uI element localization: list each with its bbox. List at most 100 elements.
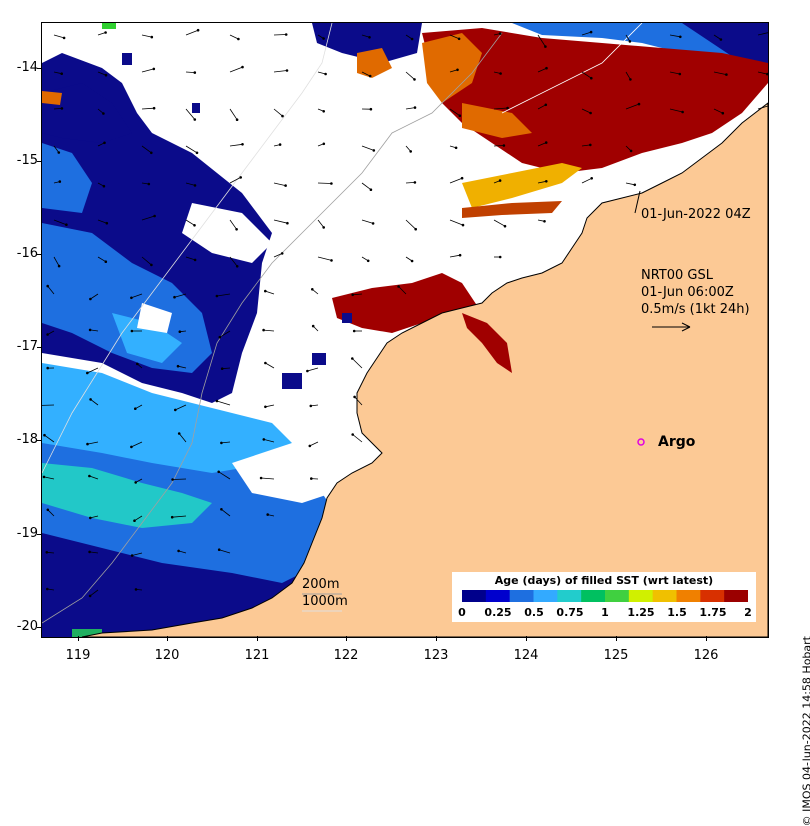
y-tick-label: -18 [4,432,38,447]
current-vector-head [720,39,722,41]
colorbar-cell [557,590,581,602]
current-vector-head [310,405,312,407]
current-vector-head [414,107,416,109]
current-vector-head [263,439,265,441]
current-vector-head [369,36,371,38]
current-vector-head [221,508,223,510]
current-vector-head [105,261,107,263]
current-vector-head [150,152,152,154]
colorbar-label: 0.75 [550,606,590,619]
x-tick-label: 123 [416,648,456,663]
current-vector-head [589,144,591,146]
current-vector-head [236,265,238,267]
current-vector-head [59,181,61,183]
current-vector-head [194,185,196,187]
current-vector-head [370,189,372,191]
current-vector-head [103,185,105,187]
current-vector-head [103,113,105,115]
map-plot[interactable] [41,22,769,638]
current-vector-head [545,142,547,144]
current-vector-head [629,41,631,43]
current-vector-head [197,29,199,31]
current-vector [494,146,504,147]
current-vector-head [177,365,179,367]
current-vector-head [219,336,221,338]
current-vector-head [310,478,312,480]
current-vector-head [90,298,92,300]
current-vector-head [66,224,68,226]
colorbar-cell [605,590,629,602]
current-vector-head [279,144,281,146]
current-vector-head [238,38,240,40]
current-vector-head [638,103,640,105]
current-vector-head [591,177,593,179]
current-vector-head [260,477,262,479]
current-vector-head [194,224,196,226]
current-vector-head [458,38,460,40]
current-vector-head [151,36,153,38]
current-vector-head [679,36,681,38]
current-vector-head [367,260,369,262]
current-vector-head [459,254,461,256]
current-vector-head [461,177,463,179]
isobath-200-label: 200m [302,577,339,593]
current-vector-head [46,588,48,590]
x-tickmark [257,636,258,641]
current-vector-head [89,595,91,597]
current-vector-head [194,72,196,74]
x-tick-label: 121 [237,648,277,663]
current-vector-head [216,295,218,297]
current-vector-head [351,358,353,360]
current-vector-head [265,406,267,408]
current-vector-head [411,260,413,262]
current-vector-head [545,180,547,182]
argo-label: Argo [658,434,695,450]
current-scale-label: 0.5m/s (1kt 24h) [641,302,750,318]
current-vector-head [104,142,106,144]
current-vector-head [174,296,176,298]
current-vector-head [265,362,267,364]
current-vector-head [264,290,266,292]
current-vector-head [131,446,133,448]
current-vector-head [499,33,501,35]
current-vector-head [369,75,371,77]
colorbar-cell [486,590,510,602]
current-vector-head [323,143,325,145]
colorbar-cell [677,590,701,602]
current-vector-head [89,517,91,519]
colorbar-title: Age (days) of filled SST (wrt latest) [452,574,756,587]
current-vector-head [307,370,309,372]
current-vector-head [135,589,137,591]
current-vector-head [89,475,91,477]
x-tick-label: 122 [326,648,366,663]
colorbar-legend: Age (days) of filled SST (wrt latest) 0 … [452,572,756,622]
current-vector-head [544,220,546,222]
current-vector-head [325,73,327,75]
x-tick-label: 125 [596,648,636,663]
current-vector-head [236,228,238,230]
colorbar-cell [629,590,653,602]
current-vector-head [171,516,173,518]
current-vector-head [89,329,91,331]
current-vector-head [131,555,133,557]
current-vector-head [373,150,375,152]
colorbar-cell [724,590,748,602]
current-vector-head [216,400,218,402]
current-vector [318,183,331,184]
colorbar-label: 1.75 [693,606,733,619]
current-vector-head [411,38,413,40]
current-vector-head [178,550,180,552]
current-vector-head [134,520,136,522]
current-vector-head [499,180,501,182]
swath-time-label: 01-Jun-2022 04Z [641,207,751,223]
current-vector-head [504,225,506,227]
current-vector-head [86,372,88,374]
current-vector-head [61,108,63,110]
current-vector-head [414,182,416,184]
current-vector-head [90,399,92,401]
colorbar-label: 1.5 [657,606,697,619]
current-vector-head [221,368,223,370]
current-product-label: NRT00 GSL [641,268,713,284]
current-vector-head [47,285,49,287]
current-vector-head [135,482,137,484]
